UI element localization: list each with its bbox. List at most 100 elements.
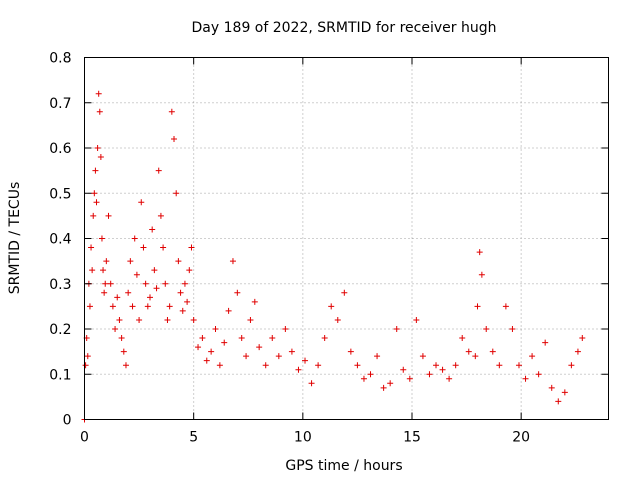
data-point xyxy=(122,362,129,369)
data-point xyxy=(94,145,101,151)
data-point xyxy=(90,212,97,219)
data-point xyxy=(186,267,193,274)
data-point xyxy=(221,339,228,346)
data-point xyxy=(229,258,236,265)
data-point xyxy=(347,348,354,355)
x-tick-label: 0 xyxy=(80,430,89,446)
data-point xyxy=(199,335,206,342)
data-point xyxy=(374,353,381,360)
data-point xyxy=(308,380,315,387)
data-point xyxy=(101,289,108,296)
data-point xyxy=(173,190,180,197)
data-point xyxy=(400,366,407,373)
data-point xyxy=(179,307,186,314)
data-point xyxy=(142,280,149,287)
data-point xyxy=(188,244,195,251)
data-point xyxy=(184,298,191,305)
data-point xyxy=(112,326,119,332)
data-point xyxy=(84,353,91,360)
data-point xyxy=(89,267,96,274)
data-point xyxy=(144,303,151,310)
data-point xyxy=(100,267,107,274)
data-point xyxy=(315,362,322,369)
data-point xyxy=(334,316,341,323)
data-point xyxy=(147,294,153,301)
data-point xyxy=(413,316,420,323)
y-tick-label: 0.4 xyxy=(49,232,71,248)
data-point xyxy=(136,316,143,323)
y-axis-label: SRMTID / TECUs xyxy=(7,182,23,295)
data-point xyxy=(116,316,123,323)
x-tick-label: 20 xyxy=(512,430,530,446)
data-point xyxy=(529,353,536,360)
data-point xyxy=(502,303,509,310)
data-point xyxy=(105,212,112,219)
data-point xyxy=(114,294,121,301)
data-point xyxy=(282,326,289,332)
data-point xyxy=(88,244,95,251)
data-point xyxy=(93,199,100,206)
data-point xyxy=(109,303,116,310)
data-point xyxy=(131,235,138,242)
x-tick-label: 15 xyxy=(403,430,421,446)
data-point xyxy=(162,280,169,287)
x-axis-label: GPS time / hours xyxy=(285,458,402,474)
y-tick-label: 0.3 xyxy=(49,277,71,293)
data-point xyxy=(190,316,197,323)
data-point xyxy=(360,375,367,382)
data-point xyxy=(153,285,160,292)
data-point xyxy=(476,249,483,256)
data-point xyxy=(328,303,335,310)
data-point xyxy=(426,371,433,378)
data-point xyxy=(459,335,466,342)
data-point xyxy=(208,348,215,355)
axes: 0 0.1 0.2 0.3 0.4 0.5 0.6 0.7 0.8 0 5 10 15 20 xyxy=(49,51,609,446)
data-point xyxy=(341,289,348,296)
y-tick-label: 0 xyxy=(63,413,72,429)
plot-frame xyxy=(84,57,609,420)
data-point xyxy=(103,258,110,265)
data-point xyxy=(555,398,562,405)
data-point xyxy=(129,303,136,310)
data-point xyxy=(175,258,182,265)
data-point xyxy=(97,154,104,161)
data-point xyxy=(91,190,98,197)
data-point xyxy=(181,280,188,287)
data-point xyxy=(195,344,202,351)
data-point xyxy=(171,135,178,142)
data-point xyxy=(256,344,263,351)
data-point xyxy=(86,303,93,310)
data-point xyxy=(275,353,282,360)
data-point xyxy=(118,335,125,342)
chart-title: Day 189 of 2022, SRMTID for receiver hug… xyxy=(192,20,497,36)
data-point xyxy=(212,326,219,332)
y-tick-label: 0.5 xyxy=(49,186,71,202)
data-point xyxy=(82,362,89,369)
data-point xyxy=(483,326,490,332)
data-point xyxy=(92,167,99,174)
y-tick-label: 0.1 xyxy=(49,367,71,383)
data-point xyxy=(433,362,440,369)
data-point xyxy=(149,226,156,233)
data-points xyxy=(81,90,586,423)
y-tick-label: 0.8 xyxy=(49,51,71,67)
data-point xyxy=(509,326,516,332)
data-point xyxy=(568,362,575,369)
data-point xyxy=(151,267,158,274)
y-tick-label: 0.6 xyxy=(49,141,71,157)
data-point xyxy=(138,199,145,206)
data-point xyxy=(439,366,446,373)
data-point xyxy=(367,371,374,378)
data-point xyxy=(251,298,258,305)
data-point xyxy=(164,316,171,323)
data-point xyxy=(127,258,134,265)
data-point xyxy=(574,348,581,355)
data-point xyxy=(548,384,555,391)
data-point xyxy=(542,339,549,346)
data-point xyxy=(446,375,453,382)
data-point xyxy=(102,280,109,287)
data-point xyxy=(380,384,387,391)
data-point xyxy=(465,348,472,355)
data-point xyxy=(107,280,114,287)
